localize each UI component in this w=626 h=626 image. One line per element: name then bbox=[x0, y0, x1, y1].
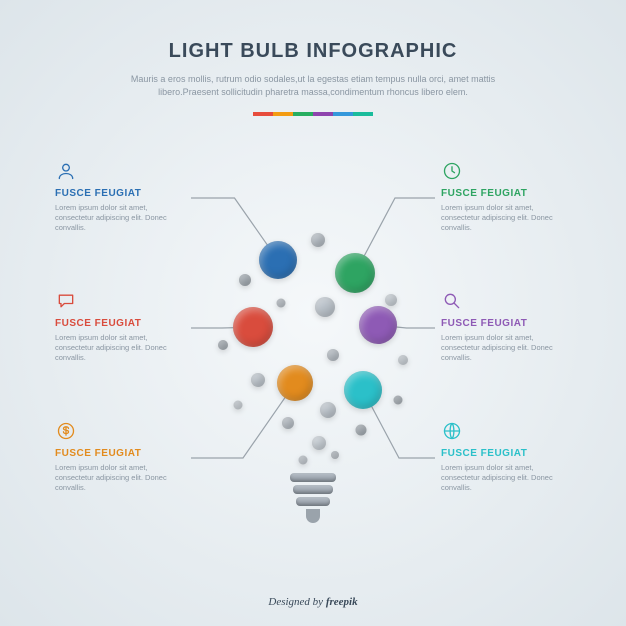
bulb-dot-small bbox=[282, 417, 294, 429]
bulb-dot-small bbox=[277, 299, 286, 308]
callout-body: Lorem ipsum dolor sit amet, consectetur … bbox=[55, 463, 185, 493]
callout-heading: FUSCE FEUGIAT bbox=[55, 448, 185, 459]
colorbar-segment bbox=[273, 112, 293, 116]
callout-body: Lorem ipsum dolor sit amet, consectetur … bbox=[441, 333, 571, 363]
page-subtitle: Mauris a eros mollis, rutrum odio sodale… bbox=[123, 73, 503, 98]
colorbar-segment bbox=[293, 112, 313, 116]
dollar-icon bbox=[55, 420, 77, 442]
bulb-dot-small bbox=[315, 297, 335, 317]
person-icon bbox=[55, 160, 77, 182]
page-title: LIGHT BULB INFOGRAPHIC bbox=[0, 0, 626, 63]
callout-body: Lorem ipsum dolor sit amet, consectetur … bbox=[441, 203, 571, 233]
bulb-dot-small bbox=[239, 274, 251, 286]
infographic-stage: FUSCE FEUGIAT Lorem ipsum dolor sit amet,… bbox=[0, 130, 626, 586]
bulb-dot-accent bbox=[344, 371, 382, 409]
bulb-dot-small bbox=[385, 294, 397, 306]
callout-heading: FUSCE FEUGIAT bbox=[55, 318, 185, 329]
color-bar bbox=[253, 112, 373, 116]
callout-item: FUSCE FEUGIAT Lorem ipsum dolor sit amet,… bbox=[441, 290, 571, 363]
bulb-dot-small bbox=[331, 451, 339, 459]
callout-item: FUSCE FEUGIAT Lorem ipsum dolor sit amet,… bbox=[55, 160, 185, 233]
bulb-dot-small bbox=[312, 436, 326, 450]
bulb-dot-accent bbox=[233, 307, 273, 347]
bulb-dot-small bbox=[320, 402, 336, 418]
colorbar-segment bbox=[253, 112, 273, 116]
leader-line bbox=[191, 383, 295, 458]
callout-heading: FUSCE FEUGIAT bbox=[55, 188, 185, 199]
callout-item: FUSCE FEUGIAT Lorem ipsum dolor sit amet,… bbox=[441, 160, 571, 233]
bulb-dot-small bbox=[398, 355, 408, 365]
bulb-dot-small bbox=[218, 340, 228, 350]
footer-brand: freepik bbox=[326, 596, 358, 608]
callout-heading: FUSCE FEUGIAT bbox=[441, 318, 571, 329]
callout-body: Lorem ipsum dolor sit amet, consectetur … bbox=[441, 463, 571, 493]
bulb-base bbox=[290, 473, 336, 523]
bulb-dot-accent bbox=[359, 306, 397, 344]
footer-prefix: Designed by bbox=[268, 596, 325, 608]
bulb-dot-small bbox=[311, 233, 325, 247]
colorbar-segment bbox=[353, 112, 373, 116]
callout-item: FUSCE FEUGIAT Lorem ipsum dolor sit amet,… bbox=[441, 420, 571, 493]
colorbar-segment bbox=[333, 112, 353, 116]
search-icon bbox=[441, 290, 463, 312]
callout-item: FUSCE FEUGIAT Lorem ipsum dolor sit amet,… bbox=[55, 290, 185, 363]
bulb-dot-small bbox=[251, 373, 265, 387]
bulb-dot-small bbox=[299, 456, 308, 465]
colorbar-segment bbox=[313, 112, 333, 116]
bulb-dot-small bbox=[356, 425, 367, 436]
bulb-dot-accent bbox=[335, 253, 375, 293]
clock-icon bbox=[441, 160, 463, 182]
bulb-dot-small bbox=[327, 349, 339, 361]
footer-credit: Designed by freepik bbox=[0, 596, 626, 608]
bulb-dot-accent bbox=[277, 365, 313, 401]
callout-heading: FUSCE FEUGIAT bbox=[441, 448, 571, 459]
callout-body: Lorem ipsum dolor sit amet, consectetur … bbox=[55, 203, 185, 233]
chat-icon bbox=[55, 290, 77, 312]
globe-icon bbox=[441, 420, 463, 442]
callout-heading: FUSCE FEUGIAT bbox=[441, 188, 571, 199]
bulb-dot-small bbox=[394, 396, 403, 405]
bulb-dot-accent bbox=[259, 241, 297, 279]
callout-item: FUSCE FEUGIAT Lorem ipsum dolor sit amet,… bbox=[55, 420, 185, 493]
callout-body: Lorem ipsum dolor sit amet, consectetur … bbox=[55, 333, 185, 363]
bulb-dot-small bbox=[234, 401, 243, 410]
